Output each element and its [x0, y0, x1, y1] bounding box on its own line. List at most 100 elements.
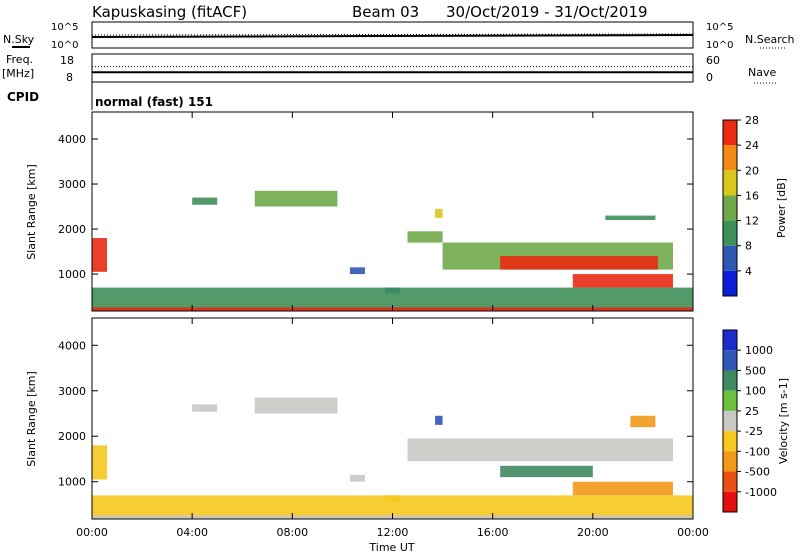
velocity-region-7: [500, 465, 593, 478]
velocity-xtick-label-1: 04:00: [176, 526, 208, 539]
power-colorbar-title: Power [dB]: [775, 178, 788, 238]
velocity-ytick-label-3: 4000: [58, 339, 86, 352]
freq-tick-low: 8: [66, 71, 73, 84]
freq-label: Freq.: [6, 53, 33, 66]
velocity-region-10: [92, 495, 693, 519]
velocity-ytick-label-0: 1000: [58, 476, 86, 489]
velocity-colorbar-label-6: -500: [745, 466, 770, 479]
velocity-xtick-label-5: 20:00: [577, 526, 609, 539]
power-region-5: [407, 231, 443, 243]
power-panel: 1000 2000 3000 4000 Slant Range [km]: [25, 111, 694, 312]
power-y-axis-title: Slant Range [km]: [25, 164, 38, 260]
velocity-y-axis: 1000 2000 3000 4000: [58, 339, 693, 489]
velocity-colorbar-cell-0: [723, 330, 737, 351]
power-data: [92, 190, 693, 311]
power-ytick-label-0: 1000: [58, 268, 86, 281]
power-colorbar-cell-3: [723, 195, 737, 221]
velocity-colorbar-cell-7: [723, 471, 737, 492]
velocity-xtick-label-0: 00:00: [76, 526, 108, 539]
beam-label: Beam 03: [352, 3, 419, 21]
freq-frame: [91, 53, 694, 83]
power-colorbar-cell-0: [723, 270, 737, 296]
power-region-1: [192, 197, 218, 205]
power-colorbar-label-4: 12: [745, 215, 759, 228]
station-title: Kapuskasing (fitACF): [92, 3, 247, 21]
x-axis-title: Time UT: [368, 541, 414, 554]
power-region-8: [500, 256, 658, 270]
power-colorbar-cells: [723, 120, 737, 296]
power-region-11: [92, 287, 693, 311]
date-range: 30/Oct/2019 - 31/Oct/2019: [446, 3, 648, 21]
velocity-colorbar-cell-6: [723, 451, 737, 472]
velocity-colorbar-label-5: -100: [745, 445, 770, 458]
velocity-colorbar-label-0: 1000: [745, 344, 773, 357]
velocity-xtick-label-3: 12:00: [377, 526, 409, 539]
power-colorbar-cell-5: [723, 145, 737, 171]
velocity-colorbar-cell-8: [723, 491, 737, 512]
velocity-colorbar-label-2: 100: [745, 385, 766, 398]
power-colorbar: 28 24 20 16 12 8 4 Power [dB]: [722, 114, 788, 297]
velocity-colorbar-label-7: -1000: [745, 486, 777, 499]
power-region-6: [435, 208, 443, 218]
cpid-value: normal (fast) 151: [95, 95, 213, 109]
velocity-region-6: [435, 415, 443, 425]
velocity-colorbar-cell-2: [723, 370, 737, 391]
cpid-label: CPID: [7, 90, 39, 104]
velocity-colorbar-cell-3: [723, 390, 737, 411]
power-y-axis: 1000 2000 3000 4000: [58, 133, 693, 281]
power-region-2: [254, 190, 338, 207]
velocity-colorbar-cell-1: [723, 350, 737, 371]
velocity-xtick-label-4: 16:00: [477, 526, 509, 539]
power-colorbar-cell-6: [723, 120, 737, 146]
velocity-y-axis-title: Slant Range [km]: [25, 371, 38, 467]
nsky-panel: N.Sky N.Search 10^5 10^0 10^5 10^0: [3, 21, 795, 51]
velocity-region-8: [572, 481, 673, 496]
velocity-panel: 1000 2000 3000 4000 00:00 04:00 08:00 12:00 16:…: [25, 317, 709, 539]
power-x-ticks: [91, 112, 694, 311]
power-colorbar-frame: [722, 119, 738, 297]
velocity-x-axis: 00:00 04:00 08:00 12:00 16:00 20:00 00:00: [76, 318, 709, 539]
freq-panel: Freq. [MHz] 18 8 60 0 Nave: [2, 53, 776, 84]
nsky-label: N.Sky: [3, 33, 35, 46]
nsky-tick-high-left: 10^5: [51, 22, 78, 33]
velocity-ytick-label-1: 2000: [58, 430, 86, 443]
nsky-tick-high-right: 10^5: [706, 22, 733, 33]
power-region-10: [605, 215, 656, 221]
freq-unit: [MHz]: [2, 67, 34, 80]
velocity-region-3: [349, 474, 365, 482]
velocity-region-9: [630, 415, 656, 428]
nave-tick-high: 60: [706, 54, 720, 67]
velocity-region-2: [254, 397, 338, 414]
power-region-0: [92, 238, 108, 272]
velocity-xtick-label-6: 00:00: [677, 526, 709, 539]
power-ytick-label-1: 2000: [58, 223, 86, 236]
nsearch-label: N.Search: [745, 33, 795, 46]
velocity-colorbar-title: Velocity [m s-1]: [777, 378, 790, 464]
velocity-colorbar-label-3: 25: [745, 405, 759, 418]
power-region-3: [349, 267, 365, 275]
velocity-region-5: [407, 438, 673, 462]
velocity-ytick-label-2: 3000: [58, 385, 86, 398]
power-colorbar-cell-2: [723, 220, 737, 246]
nsky-tick-low-right: 10^0: [706, 40, 733, 51]
velocity-colorbar-cell-4: [723, 410, 737, 432]
nave-tick-low: 0: [706, 71, 713, 84]
nsearch-trace: [91, 33, 694, 36]
velocity-colorbar-ticks: 1000 500 100 25 -25 -100 -500 -1000: [737, 344, 777, 499]
velocity-region-0: [92, 445, 108, 480]
velocity-colorbar-label-4: -25: [745, 425, 763, 438]
power-colorbar-label-3: 16: [745, 189, 759, 202]
velocity-data: [92, 397, 693, 519]
power-colorbar-label-0: 28: [745, 114, 759, 127]
power-colorbar-label-6: 4: [745, 265, 752, 278]
velocity-colorbar-cell-5: [723, 431, 737, 452]
power-colorbar-label-1: 24: [745, 139, 759, 152]
velocity-colorbar-frame: [722, 329, 738, 513]
power-colorbar-label-2: 20: [745, 164, 759, 177]
power-ytick-label-3: 4000: [58, 133, 86, 146]
velocity-colorbar-cells: [723, 330, 737, 512]
nave-label: Nave: [748, 66, 776, 79]
velocity-colorbar: 1000 500 100 25 -25 -100 -500 -1000 Velocity [m…: [722, 329, 790, 513]
power-ytick-label-2: 3000: [58, 178, 86, 191]
velocity-region-1: [192, 404, 218, 412]
